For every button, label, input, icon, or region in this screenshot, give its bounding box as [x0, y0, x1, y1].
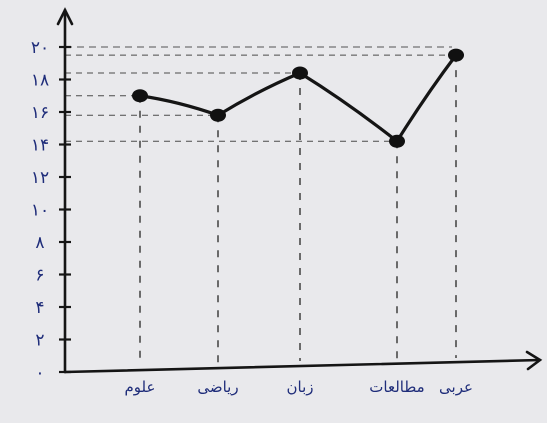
x-category-label: علوم [125, 378, 156, 396]
y-tick-label: ۲۰ [31, 38, 49, 58]
y-tick-label: ۱۸ [31, 71, 49, 91]
data-point [132, 89, 148, 103]
data-point [448, 48, 464, 62]
x-axis-line [63, 358, 542, 374]
y-tick-label: ۱۴ [31, 136, 49, 156]
x-category-label: ریاضی [197, 378, 238, 396]
x-category-label: مطالعات [369, 378, 424, 396]
y-tick-label: ۶ [35, 266, 44, 286]
x-category-label: زبان [286, 378, 313, 396]
y-tick-label: ۱۶ [31, 103, 49, 123]
y-tick-label: ۰ [35, 363, 44, 383]
y-axis-ticks: ۰ ۲ ۴ ۶ ۸ ۱۰ ۱۲ ۱۴ ۱۶ ۱۸ ۲۰ [31, 38, 71, 383]
data-point [210, 108, 226, 122]
data-point [292, 66, 308, 80]
y-tick-label: ۸ [35, 233, 44, 253]
axes [56, 7, 543, 374]
x-category-label: عربی [439, 378, 473, 396]
data-point [389, 134, 405, 148]
y-tick-label: ۲ [35, 331, 44, 351]
y-tick-label: ۱۲ [31, 168, 49, 188]
x-axis-arrow [525, 350, 543, 371]
series-line [132, 48, 464, 148]
x-axis-labels: علوم ریاضی زبان مطالعات عربی [125, 378, 473, 396]
y-axis-arrow [56, 7, 74, 26]
y-tick-label: ۴ [35, 298, 44, 318]
guide-lines [65, 46, 457, 364]
y-tick-label: ۱۰ [31, 201, 49, 221]
